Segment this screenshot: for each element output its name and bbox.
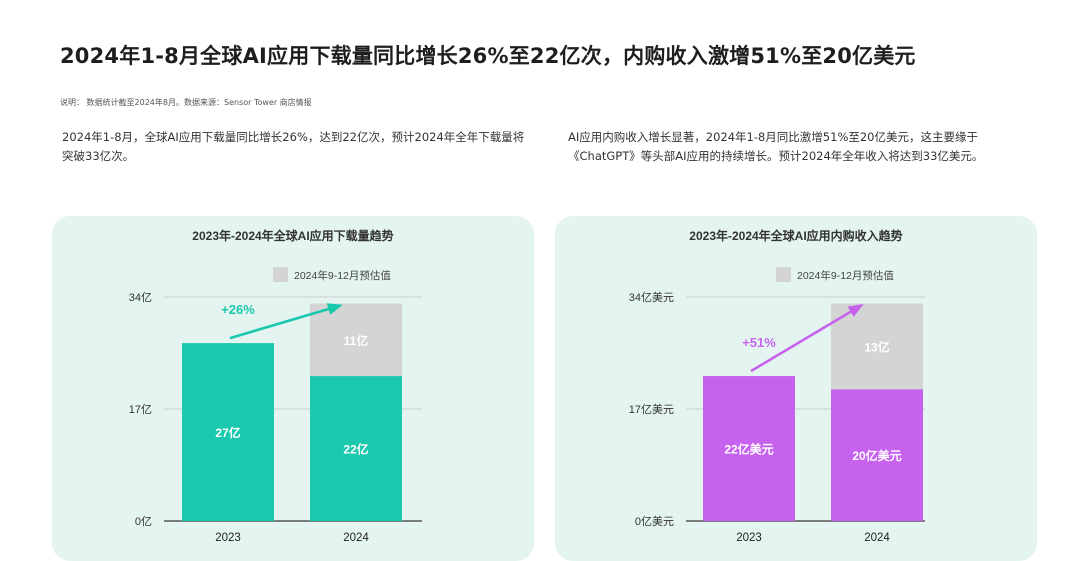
revenue-chart: 2023年-2024年全球AI应用内购收入趋势 2024年9-12月预估值 0亿美元…: [629, 228, 925, 544]
growth-arrow-head: [847, 304, 864, 317]
x-tick-label: 2024: [864, 532, 890, 544]
y-tick-label: 17亿: [129, 403, 152, 416]
growth-label: +26%: [221, 302, 255, 317]
x-tick-label: 2023: [736, 532, 762, 544]
estimate-value-label: 11亿: [344, 333, 369, 348]
x-tick-label: 2024: [343, 532, 369, 544]
y-tick-label: 0亿: [135, 515, 152, 528]
page-title: 2024年1-8月全球AI应用下载量同比增长26%至22亿次，内购收入激增51%…: [60, 44, 916, 68]
growth-label: +51%: [742, 335, 776, 350]
growth-arrow-head: [326, 303, 343, 315]
estimate-value-label: 13亿: [864, 339, 889, 354]
legend-swatch: [776, 267, 791, 282]
bar-estimate-2024: [831, 303, 923, 390]
bar-2024: [310, 376, 402, 521]
bar-2023: [182, 343, 274, 521]
growth-arrow-line: [750, 304, 862, 373]
revenue-description: AI应用内购收入增长显著，2024年1-8月同比激增51%至20亿美元，这主要缘…: [568, 130, 984, 163]
y-tick-label: 17亿美元: [629, 403, 674, 416]
bar-value-label: 20亿美元: [852, 448, 901, 463]
chart-title: 2023年-2024年全球AI应用下载量趋势: [192, 228, 393, 243]
y-tick-label: 0亿美元: [635, 515, 674, 528]
data-source-note: 说明： 数据统计截至2024年8月。数据来源：Sensor Tower 商店情报: [60, 98, 312, 107]
legend-swatch: [273, 267, 288, 282]
y-tick-label: 34亿美元: [629, 291, 674, 304]
bar-2023: [703, 376, 795, 521]
growth-arrow-line: [229, 304, 341, 340]
legend-label: 2024年9-12月预估值: [797, 269, 894, 282]
downloads-chart: 2023年-2024年全球AI应用下载量趋势 2024年9-12月预估值 0亿 17亿…: [129, 228, 422, 544]
bar-estimate-2024: [310, 303, 402, 377]
bar-value-label: 22亿: [343, 442, 368, 457]
x-tick-label: 2023: [215, 532, 241, 544]
y-tick-label: 34亿: [129, 291, 152, 304]
downloads-description: 2024年1-8月，全球AI应用下载量同比增长26%，达到22亿次，预计2024…: [62, 130, 525, 163]
chart-title: 2023年-2024年全球AI应用内购收入趋势: [689, 228, 902, 243]
bar-value-label: 22亿美元: [724, 442, 773, 457]
revenue-chart-panel: 2023年-2024年全球AI应用内购收入趋势 2024年9-12月预估值 0亿美元…: [555, 216, 1037, 561]
bar-value-label: 27亿: [215, 425, 240, 440]
legend-label: 2024年9-12月预估值: [294, 269, 391, 282]
bar-2024: [831, 389, 923, 521]
downloads-chart-panel: 2023年-2024年全球AI应用下载量趋势 2024年9-12月预估值 0亿 17亿…: [52, 216, 534, 561]
